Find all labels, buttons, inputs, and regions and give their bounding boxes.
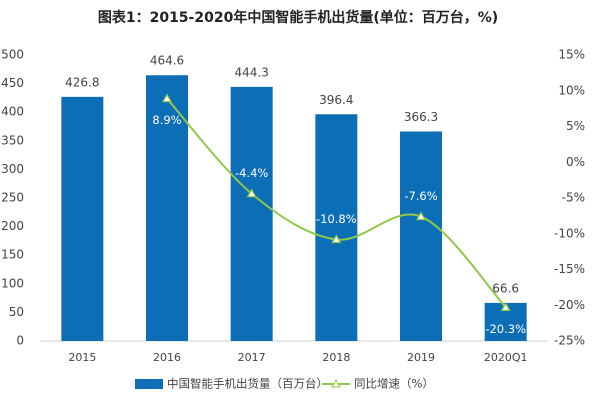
y-tick-label: 150 bbox=[1, 248, 24, 262]
y2-tick-label: 0% bbox=[566, 155, 585, 169]
x-tick-label: 2016 bbox=[153, 351, 181, 364]
bar bbox=[146, 75, 188, 341]
x-tick-label: 2018 bbox=[322, 351, 350, 364]
bar bbox=[61, 96, 104, 342]
y2-tick-label: -5% bbox=[562, 191, 585, 205]
y-tick-label: 400 bbox=[1, 105, 24, 119]
bar bbox=[315, 114, 358, 341]
x-tick-label: 2015 bbox=[68, 351, 96, 364]
y-tick-label: 200 bbox=[1, 219, 24, 233]
growth-marker bbox=[161, 93, 173, 103]
growth-value-label: -10.8% bbox=[316, 212, 357, 226]
growth-value-label: -20.3% bbox=[485, 322, 526, 336]
bar-value-label: 444.3 bbox=[234, 65, 268, 79]
growth-value-label: 8.9% bbox=[152, 113, 181, 127]
growth-marker bbox=[331, 234, 342, 244]
bar-value-label: 366.3 bbox=[404, 110, 438, 124]
y2-tick-label: -10% bbox=[554, 226, 585, 240]
bar bbox=[400, 131, 442, 341]
y2-tick-label: 10% bbox=[558, 83, 585, 97]
y-tick-label: 350 bbox=[1, 133, 24, 147]
growth-value-label: -4.4% bbox=[235, 166, 268, 180]
y-tick-label: 500 bbox=[1, 48, 24, 62]
y2-tick-label: 5% bbox=[566, 119, 585, 133]
legend-swatch bbox=[135, 379, 163, 389]
y2-tick-label: 15% bbox=[558, 48, 585, 62]
y2-tick-label: -20% bbox=[554, 298, 585, 312]
growth-value-label: -7.6% bbox=[404, 189, 437, 203]
bar bbox=[230, 86, 273, 341]
x-tick-label: 2019 bbox=[407, 351, 435, 364]
y-tick-label: 100 bbox=[1, 276, 24, 290]
chart-title: 图表1：2015-2020年中国智能手机出货量(单位：百万台，%) bbox=[98, 9, 498, 26]
bar-value-label: 426.8 bbox=[65, 75, 99, 89]
y-tick-label: 0 bbox=[16, 334, 24, 348]
growth-marker bbox=[500, 302, 511, 311]
x-tick-label: 2020Q1 bbox=[484, 351, 528, 364]
y-tick-label: 450 bbox=[1, 76, 24, 90]
y-tick-label: 300 bbox=[1, 162, 24, 176]
x-tick-label: 2017 bbox=[238, 351, 266, 364]
bar-value-label: 66.6 bbox=[492, 281, 519, 295]
bar-value-label: 464.6 bbox=[150, 54, 184, 68]
bar-value-label: 396.4 bbox=[319, 93, 353, 107]
y2-tick-label: -25% bbox=[554, 334, 585, 348]
y-tick-label: 250 bbox=[1, 191, 24, 205]
growth-marker bbox=[246, 188, 257, 198]
legend-label: 中国智能手机出货量（百万台） bbox=[167, 377, 328, 391]
y2-tick-label: -15% bbox=[554, 262, 585, 276]
y-tick-label: 50 bbox=[9, 305, 24, 319]
legend-label: 同比增速（%） bbox=[354, 377, 434, 391]
legend-marker bbox=[331, 378, 341, 388]
growth-marker bbox=[415, 211, 427, 221]
